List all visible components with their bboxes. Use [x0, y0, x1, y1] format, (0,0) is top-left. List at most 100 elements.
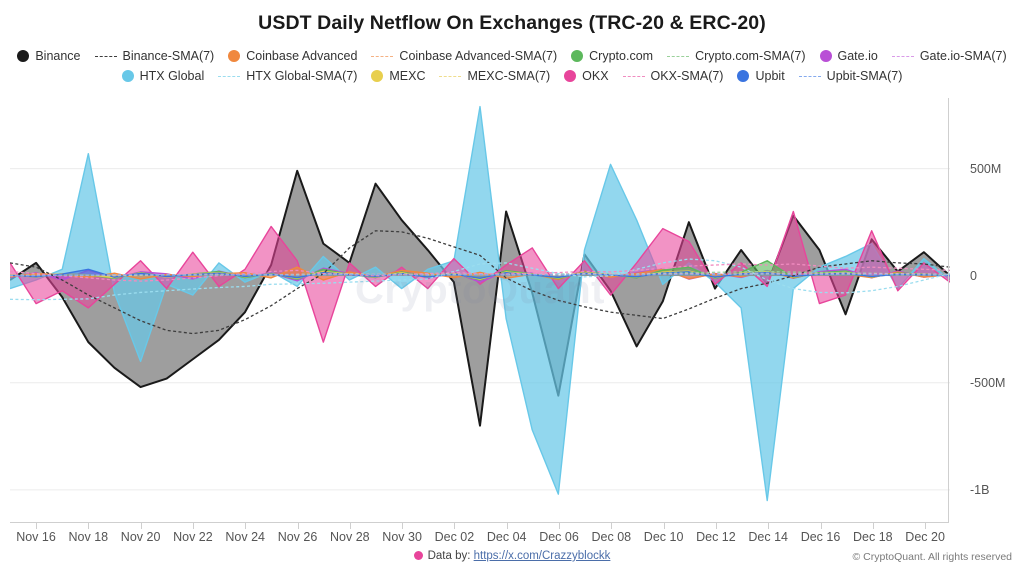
legend-item-crypto-com[interactable]: Crypto.com	[571, 46, 653, 66]
x-tick-label: Nov 22	[173, 530, 213, 544]
x-axis-tick	[454, 522, 456, 529]
x-axis-tick	[402, 522, 404, 529]
x-axis-tick	[820, 522, 822, 529]
legend-dot-icon	[737, 70, 750, 82]
y-axis-labels: 500M 0 -500M -1B	[958, 98, 1024, 522]
x-tick-label: Nov 28	[329, 530, 370, 544]
legend-item-label: HTX Global-SMA(7)	[246, 69, 358, 83]
legend-dash-icon	[798, 75, 821, 77]
x-axis-tick	[715, 522, 717, 529]
legend-item-okx-sma-7[interactable]: OKX-SMA(7)	[622, 66, 724, 86]
y-tick-label: 500M	[970, 161, 1002, 176]
legend-item-coinbase-advanced[interactable]: Coinbase Advanced	[228, 46, 357, 66]
legend-item-label: MEXC	[389, 69, 426, 83]
x-tick-label: Dec 06	[539, 530, 579, 544]
legend-item-gate-io-sma-7[interactable]: Gate.io-SMA(7)	[891, 46, 1007, 66]
legend-dot-icon	[17, 50, 30, 62]
x-axis-tick	[297, 522, 299, 529]
x-axis-tick	[768, 522, 770, 529]
legend-dot-icon	[371, 70, 384, 82]
y-tick-label: -1B	[970, 482, 990, 497]
x-tick-label: Dec 16	[800, 530, 841, 544]
legend-item-label: MEXC-SMA(7)	[467, 69, 551, 83]
legend-dash-icon	[891, 55, 914, 57]
legend-item-upbit-sma-7[interactable]: Upbit-SMA(7)	[798, 66, 903, 86]
series-area	[10, 106, 950, 501]
page-title: USDT Daily Netflow On Exchanges (TRC-20 …	[258, 12, 766, 34]
okx-dot-icon	[413, 551, 423, 560]
x-tick-label: Dec 18	[852, 530, 893, 544]
legend-item-crypto-com-sma-7[interactable]: Crypto.com-SMA(7)	[667, 46, 806, 66]
legend-dash-icon	[94, 55, 117, 57]
x-axis-tick	[245, 522, 247, 529]
y-axis-spine	[948, 98, 949, 522]
data-source-link[interactable]: https://x.com/Crazzyblockk	[473, 550, 611, 562]
x-tick-label: Nov 20	[120, 530, 161, 544]
x-axis-tick	[872, 522, 874, 529]
x-axis-tick	[611, 522, 613, 529]
x-axis-tick	[192, 522, 194, 529]
legend-item-label: Coinbase Advanced-SMA(7)	[399, 49, 558, 63]
legend-dot-icon	[564, 70, 577, 82]
x-tick-label: Nov 26	[277, 530, 318, 544]
legend-dot-icon	[228, 50, 241, 62]
x-tick-label: Dec 12	[696, 530, 736, 544]
x-tick-label: Nov 16	[16, 530, 56, 544]
legend-dot-icon	[819, 50, 832, 62]
sma-line-htx-global-sma-7-	[10, 258, 950, 301]
legend-item-upbit[interactable]: Upbit	[737, 66, 785, 86]
y-tick-label: -500M	[970, 375, 1006, 390]
x-axis-tick	[36, 522, 37, 529]
legend-dot-icon	[121, 70, 134, 82]
x-tick-label: Dec 04	[486, 530, 527, 544]
legend-item-label: OKX-SMA(7)	[650, 69, 724, 83]
legend-item-label: Crypto.com	[589, 49, 654, 63]
x-tick-label: Nov 30	[382, 530, 422, 544]
x-axis-tick	[663, 522, 665, 529]
legend-item-label: Gate.io	[837, 49, 878, 63]
x-tick-label: Dec 14	[748, 530, 788, 544]
x-tick-label: Nov 24	[225, 530, 265, 544]
legend-item-label: Upbit	[755, 69, 785, 83]
series-upbit	[10, 268, 950, 280]
legend-item-gate-io[interactable]: Gate.io	[819, 46, 878, 66]
legend-item-binance-sma-7[interactable]: Binance-SMA(7)	[94, 46, 215, 66]
legend-dash-icon	[622, 75, 645, 77]
chart-legend: Binance Binance-SMA(7) Coinbase Advanced Co…	[0, 46, 1024, 86]
legend-item-binance[interactable]: Binance	[17, 46, 81, 66]
legend-item-coinbase-advanced-sma-7[interactable]: Coinbase Advanced-SMA(7)	[371, 46, 557, 66]
legend-item-htx-global[interactable]: HTX Global	[121, 66, 205, 86]
x-tick-label: Dec 02	[434, 530, 475, 544]
x-axis-tick	[349, 522, 351, 529]
x-axis-tick	[88, 522, 90, 529]
legend-item-htx-global-sma-7[interactable]: HTX Global-SMA(7)	[218, 66, 357, 86]
legend-dash-icon	[439, 75, 462, 77]
data-by-label: Data by:	[427, 550, 471, 562]
legend-dash-icon	[667, 55, 690, 57]
plot-area	[10, 98, 950, 522]
legend-item-label: Upbit-SMA(7)	[826, 69, 903, 83]
series-line	[10, 268, 950, 280]
legend-item-mexc-sma-7[interactable]: MEXC-SMA(7)	[439, 66, 550, 86]
legend-item-label: Binance-SMA(7)	[122, 49, 215, 63]
x-axis-spine	[10, 522, 949, 523]
series-line	[10, 210, 950, 343]
legend-item-label: OKX	[582, 69, 609, 83]
x-axis-labels: Nov 16 Nov 18 Nov 20 Nov 22 Nov 24 Nov 26 Nov …	[0, 522, 1024, 550]
legend-dash-icon	[218, 75, 241, 77]
legend-dash-icon	[371, 55, 394, 57]
copyright-text: © CryptoQuant. All rights reserved	[852, 551, 1012, 563]
x-tick-label: Dec 20	[905, 530, 945, 544]
x-axis-tick	[559, 522, 560, 529]
legend-item-label: Coinbase Advanced	[246, 49, 358, 63]
legend-item-label: HTX Global	[139, 69, 205, 83]
legend-item-label: Binance	[35, 49, 81, 63]
legend-item-label: Gate.io-SMA(7)	[919, 49, 1007, 63]
legend-item-okx[interactable]: OKX	[564, 66, 609, 86]
sma-line-upbit-sma-7-	[10, 273, 950, 277]
legend-item-label: Crypto.com-SMA(7)	[695, 49, 806, 63]
footer-credit: Data by: https://x.com/Crazzyblockk	[0, 550, 1024, 562]
x-tick-label: Dec 08	[591, 530, 632, 544]
legend-item-mexc[interactable]: MEXC	[371, 66, 425, 86]
